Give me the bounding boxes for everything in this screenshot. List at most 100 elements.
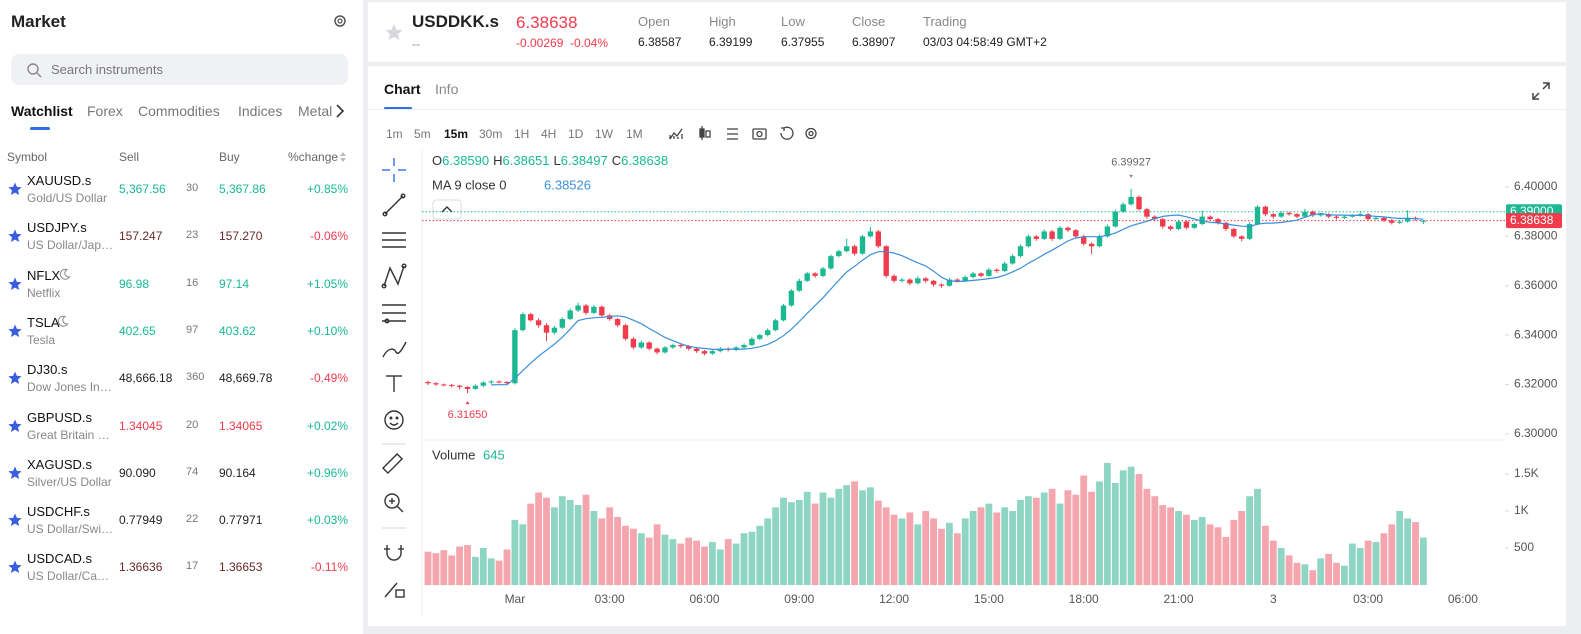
timeframe-button[interactable]: 1D	[568, 127, 584, 141]
sell-price[interactable]: 5,367.56	[119, 182, 166, 196]
candle-body	[520, 314, 526, 331]
watchlist-row[interactable]: GBPUSD.s Great Britain … 1.34045 20 1.34065 +…	[0, 407, 363, 451]
volume-bar	[716, 549, 724, 585]
watchlist-row[interactable]: USDJPY.s US Dollar/Jap… 157.247 23 157.270 -0…	[0, 217, 363, 261]
parallel-lines-tool[interactable]	[382, 232, 406, 248]
candle-body	[496, 381, 502, 383]
watchlist-row[interactable]: TSLA Tesla 402.65 97 403.62 +0.10%	[0, 312, 363, 356]
brush-tool[interactable]	[382, 341, 407, 358]
volume-bar	[598, 518, 606, 585]
ruler-tool[interactable]	[381, 452, 404, 475]
column-header: Symbol	[7, 150, 48, 164]
watchlist-row[interactable]: DJ30.s Dow Jones In… 48,666.18 360 48,669.78…	[0, 359, 363, 403]
volume-bar	[914, 524, 922, 585]
favorite-star[interactable]	[8, 324, 22, 338]
candle-body	[622, 325, 629, 339]
settings-icon[interactable]	[332, 13, 348, 29]
timeframe-button[interactable]: 5m	[414, 127, 431, 141]
sell-price[interactable]: 1.34045	[119, 418, 163, 433]
market-panel: Market Search instruments Watchlist Forex…	[0, 0, 363, 634]
fullscreen-icon[interactable]	[1531, 81, 1551, 101]
tabs-next-icon[interactable]	[334, 103, 346, 119]
lock-drawings-tool[interactable]	[384, 582, 405, 598]
trend-line-tool[interactable]	[382, 193, 406, 217]
chart-tools[interactable]	[668, 124, 828, 142]
buy-price[interactable]: 1.36653	[219, 560, 263, 575]
favorite-star[interactable]	[8, 466, 22, 480]
instrument-description: US Dollar/Ca…	[27, 569, 110, 584]
buy-price[interactable]: 5,367.86	[219, 182, 266, 196]
market-tab[interactable]: Forex	[87, 103, 123, 119]
timeframe-button[interactable]: 15m	[444, 127, 469, 141]
buy-price[interactable]: 48,669.78	[219, 371, 273, 386]
volume-bar	[780, 497, 787, 585]
volume-bar	[938, 528, 945, 585]
timeframe-button[interactable]: 1W	[595, 127, 613, 141]
sort-icon[interactable]	[339, 151, 347, 163]
sell-price[interactable]: 48,666.18	[119, 371, 173, 386]
watchlist-row[interactable]: NFLX Netflix 96.98 16 97.14 +1.05%	[0, 265, 363, 309]
sell-price[interactable]: 1.36636	[119, 560, 163, 575]
timeframe-button[interactable]: 4H	[541, 127, 557, 141]
watchlist-row[interactable]: XAGUSD.s Silver/US Dollar 90.090 74 90.164 +0…	[0, 454, 363, 498]
sell-price[interactable]: 157.247	[119, 229, 163, 244]
volume-bar	[1269, 540, 1277, 585]
emoji-tool[interactable]	[384, 410, 404, 430]
watchlist-row[interactable]: USDCAD.s US Dollar/Ca… 1.36636 17 1.36653 -0.…	[0, 548, 363, 592]
watchlist-row[interactable]: XAUUSD.s Gold/US Dollar 5,367.56 30 5,367.86…	[0, 170, 363, 214]
favorite-star[interactable]	[8, 229, 22, 243]
candle-body	[875, 231, 881, 247]
timeframe-button[interactable]: 30m	[479, 127, 503, 141]
market-tab[interactable]: Watchlist	[11, 103, 73, 119]
volume-bar	[1206, 524, 1214, 585]
favorite-star[interactable]	[8, 371, 22, 385]
buy-price[interactable]: 97.14	[219, 276, 250, 291]
buy-price[interactable]: 90.164	[219, 465, 256, 480]
favorite-star[interactable]	[8, 419, 22, 433]
column-header[interactable]: %change	[288, 150, 339, 164]
favorite-star[interactable]	[8, 560, 22, 574]
instrument-description: US Dollar/Jap…	[27, 238, 114, 253]
favorite-star[interactable]	[8, 513, 22, 527]
favorite-star[interactable]	[8, 182, 22, 196]
volume-bar	[788, 502, 795, 585]
collapse-legend-button[interactable]	[432, 199, 462, 220]
sell-price[interactable]: 402.65	[119, 323, 156, 338]
buy-price[interactable]: 0.77971	[219, 513, 263, 528]
chart-tab[interactable]: Info	[435, 81, 459, 97]
timeframe-button[interactable]: 1H	[514, 127, 530, 141]
buy-price[interactable]: 403.62	[219, 323, 256, 338]
timeframe-button[interactable]: 1M	[626, 127, 643, 141]
market-tab[interactable]: Commodities	[138, 103, 220, 119]
candle-body	[812, 273, 818, 276]
buy-price[interactable]: 157.270	[219, 229, 263, 244]
text-tool[interactable]	[386, 375, 402, 392]
chart-tab[interactable]: Chart	[384, 81, 421, 97]
sell-price[interactable]: 90.090	[119, 465, 156, 480]
volume-bar	[1190, 519, 1198, 585]
sell-price[interactable]: 0.77949	[119, 513, 163, 528]
buy-price[interactable]: 1.34065	[219, 418, 263, 433]
candle-body	[749, 338, 755, 345]
sell-price[interactable]: 96.98	[119, 276, 150, 291]
instrument-subtitle: --	[412, 37, 420, 51]
crosshair-tool[interactable]	[382, 158, 406, 182]
candle-body	[986, 269, 992, 276]
favorite-star[interactable]	[8, 277, 22, 291]
zoom-tool[interactable]	[384, 493, 404, 513]
watchlist-row[interactable]: USDCHF.s US Dollar/Swi… 0.77949 22 0.77971 +0…	[0, 501, 363, 545]
instrument-price: 6.38638	[516, 13, 578, 32]
magnet-tool[interactable]	[384, 545, 404, 561]
candle-body	[1112, 211, 1118, 227]
x-tick-label: 03:00	[1353, 592, 1383, 606]
volume-bar	[1420, 537, 1427, 585]
market-tab[interactable]: Indices	[238, 103, 283, 119]
favorite-icon[interactable]	[385, 23, 403, 41]
market-tab[interactable]: Metal	[298, 103, 333, 119]
candle-body	[1325, 214, 1332, 217]
fib-tool[interactable]	[382, 304, 406, 324]
candle-body	[654, 348, 660, 353]
pattern-tool[interactable]	[381, 263, 407, 289]
search-box[interactable]: Search instruments	[11, 54, 348, 85]
timeframe-button[interactable]: 1m	[386, 127, 403, 141]
